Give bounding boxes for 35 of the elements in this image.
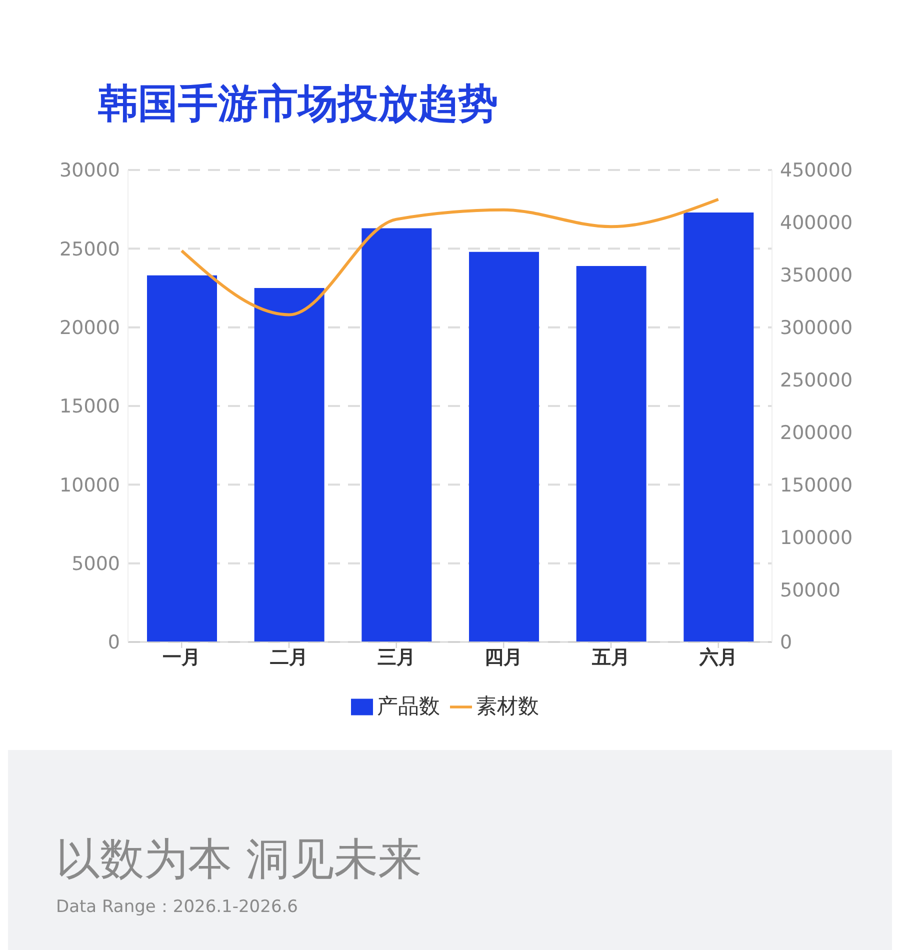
text: 以数为本 洞见未来 — [56, 833, 423, 887]
line-series — [180, 198, 720, 316]
y2-tick-label: 150000 — [780, 474, 853, 496]
legend-label: 产品数 — [377, 694, 440, 718]
y2-tick-label: 0 — [780, 632, 792, 654]
y-tick-label: 15000 — [60, 396, 120, 418]
bar — [684, 212, 754, 642]
bar — [576, 266, 646, 642]
x-tick-label: 五月 — [591, 646, 630, 668]
y-tick-label: 10000 — [60, 474, 120, 496]
legend-label: 素材数 — [476, 694, 539, 718]
y-tick-label: 25000 — [60, 238, 120, 260]
y2-tick-label: 350000 — [780, 264, 853, 287]
x-tick-label: 六月 — [698, 646, 738, 668]
chart-title: 韩国手游市场投放趋势 — [97, 80, 499, 127]
bar — [254, 288, 324, 642]
y-tick-label: 20000 — [60, 317, 120, 340]
x-tick-label: 一月 — [162, 646, 201, 668]
y2-tick-label: 400000 — [780, 212, 853, 234]
y2-tick-label: 300000 — [780, 317, 853, 340]
text: Data Range：2026.1-2026.6 — [56, 896, 299, 918]
y2-tick-label: 450000 — [780, 160, 853, 182]
bar — [469, 252, 539, 642]
y2-tick-label: 100000 — [780, 526, 853, 549]
x-tick-label: 四月 — [484, 646, 523, 668]
y-tick-label: 5000 — [72, 553, 120, 576]
y-tick-label: 0 — [108, 632, 120, 654]
x-tick-label: 三月 — [377, 646, 416, 668]
bar — [147, 275, 217, 642]
y2-tick-label: 50000 — [780, 579, 840, 602]
x-tick-label: 二月 — [270, 646, 308, 668]
y2-tick-label: 200000 — [780, 422, 853, 444]
y2-tick-label: 250000 — [780, 370, 853, 392]
bar — [362, 228, 432, 642]
y-tick-label: 30000 — [60, 160, 120, 182]
